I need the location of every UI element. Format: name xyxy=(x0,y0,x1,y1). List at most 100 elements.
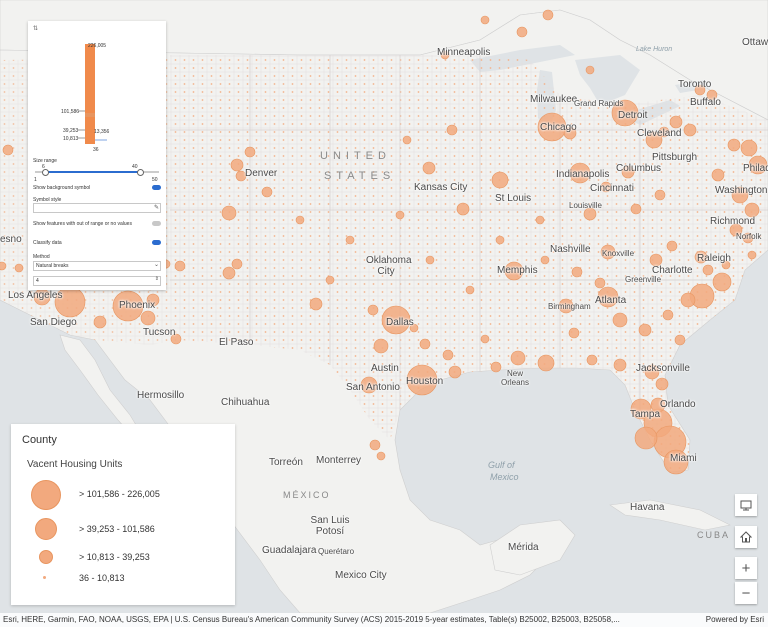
vacancy-circle[interactable] xyxy=(310,298,322,310)
vacancy-circle[interactable] xyxy=(370,440,380,450)
vacancy-circle[interactable] xyxy=(712,169,724,181)
vacancy-circle[interactable] xyxy=(447,125,457,135)
city-label: Chihuahua xyxy=(221,397,269,408)
vacancy-circle[interactable] xyxy=(3,145,13,155)
vacancy-circle[interactable] xyxy=(420,339,430,349)
zoom-out-button[interactable]: − xyxy=(735,582,757,604)
vacancy-circle[interactable] xyxy=(656,378,668,390)
vacancy-circle[interactable] xyxy=(595,278,605,288)
city-label: Nashville xyxy=(550,244,591,255)
vacancy-circle[interactable] xyxy=(492,172,508,188)
vacancy-circle[interactable] xyxy=(94,316,106,328)
vacancy-circle[interactable] xyxy=(223,267,235,279)
method-select-box[interactable]: Natural breaks xyxy=(33,261,161,271)
vacancy-circle[interactable] xyxy=(728,139,740,151)
classify-toggle[interactable] xyxy=(152,240,161,245)
vacancy-circle[interactable] xyxy=(675,335,685,345)
vacancy-circle[interactable] xyxy=(748,251,756,259)
vacancy-circle[interactable] xyxy=(614,359,626,371)
classes-input-row[interactable]: 4 ⇕ xyxy=(33,276,161,286)
background-symbol-row: Show background symbol xyxy=(33,185,161,191)
vacancy-circle[interactable] xyxy=(745,203,759,217)
vacancy-circle[interactable] xyxy=(141,311,155,325)
vacancy-circle[interactable] xyxy=(613,313,627,327)
vacancy-circle[interactable] xyxy=(655,190,665,200)
vacancy-circle[interactable] xyxy=(175,261,185,271)
symbol-style-field[interactable] xyxy=(33,203,161,213)
home-button[interactable] xyxy=(735,526,757,548)
vacancy-circle[interactable] xyxy=(403,136,411,144)
classes-input[interactable]: 4 xyxy=(33,276,161,286)
vacancy-circle[interactable] xyxy=(481,16,489,24)
chevron-down-icon[interactable]: ⌄ xyxy=(154,261,159,268)
city-label: Norfolk xyxy=(736,232,761,241)
vacancy-circle[interactable] xyxy=(296,216,304,224)
city-label: Columbus xyxy=(616,163,661,174)
powered-by[interactable]: Powered by Esri xyxy=(706,613,764,627)
vacancy-circle[interactable] xyxy=(377,452,385,460)
vacancy-circle[interactable] xyxy=(541,256,549,264)
vacancy-circle[interactable] xyxy=(232,259,242,269)
city-label: Richmond xyxy=(710,216,755,227)
vacancy-circle[interactable] xyxy=(374,339,388,353)
screen-icon[interactable] xyxy=(735,494,757,516)
city-label: Minneapolis xyxy=(437,47,490,58)
vacancy-circle[interactable] xyxy=(0,262,6,270)
zoom-in-button[interactable]: + xyxy=(735,557,757,579)
vacancy-circle[interactable] xyxy=(586,66,594,74)
attribution-text[interactable]: Esri, HERE, Garmin, FAO, NOAA, USGS, EPA… xyxy=(3,613,620,627)
vacancy-circle[interactable] xyxy=(703,265,713,275)
vacancy-circle[interactable] xyxy=(396,211,404,219)
vacancy-circle[interactable] xyxy=(346,236,354,244)
vacancy-circle[interactable] xyxy=(670,116,682,128)
vacancy-circle[interactable] xyxy=(667,241,677,251)
vacancy-circle[interactable] xyxy=(15,264,23,272)
vacancy-circle[interactable] xyxy=(663,310,673,320)
vacancy-circle[interactable] xyxy=(587,355,597,365)
vacancy-circle[interactable] xyxy=(496,236,504,244)
slider-max-handle[interactable] xyxy=(137,169,144,176)
vacancy-circle[interactable] xyxy=(741,140,757,156)
slider-min-handle[interactable] xyxy=(42,169,49,176)
vacancy-circle[interactable] xyxy=(543,10,553,20)
vacancy-circle[interactable] xyxy=(245,147,255,157)
stepper-icon[interactable]: ⇕ xyxy=(155,276,159,282)
method-select[interactable]: Natural breaks ⌄ xyxy=(33,261,161,271)
vacancy-circle[interactable] xyxy=(631,204,641,214)
legend-circle-lg xyxy=(35,518,57,540)
vacancy-circle[interactable] xyxy=(536,216,544,224)
vacancy-circle[interactable] xyxy=(572,267,582,277)
vacancy-circle[interactable] xyxy=(222,206,236,220)
vacancy-circle[interactable] xyxy=(449,366,461,378)
city-label: Cleveland xyxy=(637,128,681,139)
vacancy-circle[interactable] xyxy=(457,203,469,215)
vacancy-circle[interactable] xyxy=(569,328,579,338)
histogram-min-label: 36 xyxy=(93,147,99,153)
vacancy-circle[interactable] xyxy=(466,286,474,294)
vacancy-circle[interactable] xyxy=(423,162,435,174)
pencil-icon[interactable]: ✎ xyxy=(154,204,159,211)
vacancy-circle[interactable] xyxy=(681,293,695,307)
vacancy-circle[interactable] xyxy=(426,256,434,264)
vacancy-circle[interactable] xyxy=(538,355,554,371)
show-background-toggle[interactable] xyxy=(152,185,161,190)
vacancy-circle[interactable] xyxy=(639,324,651,336)
vacancy-circle[interactable] xyxy=(684,124,696,136)
swap-icon[interactable]: ⇅ xyxy=(33,25,161,32)
vacancy-circle[interactable] xyxy=(231,159,243,171)
vacancy-circle[interactable] xyxy=(368,305,378,315)
vacancy-circle[interactable] xyxy=(326,276,334,284)
vacancy-circle[interactable] xyxy=(443,350,453,360)
vacancy-circle[interactable] xyxy=(262,187,272,197)
vacancy-circle[interactable] xyxy=(517,27,527,37)
city-label: Guadalajara xyxy=(262,545,316,556)
us-label-line1: UNITED xyxy=(320,150,391,162)
symbol-style-row[interactable]: ✎ xyxy=(33,203,161,213)
city-label: Toronto xyxy=(678,79,711,90)
vacancy-circle[interactable] xyxy=(713,273,731,291)
vacancy-circle[interactable] xyxy=(481,335,489,343)
size-range-slider[interactable] xyxy=(35,171,159,173)
vacancy-circle[interactable] xyxy=(635,427,657,449)
vacancy-circle[interactable] xyxy=(511,351,525,365)
show-out-of-range-toggle[interactable] xyxy=(152,221,161,226)
